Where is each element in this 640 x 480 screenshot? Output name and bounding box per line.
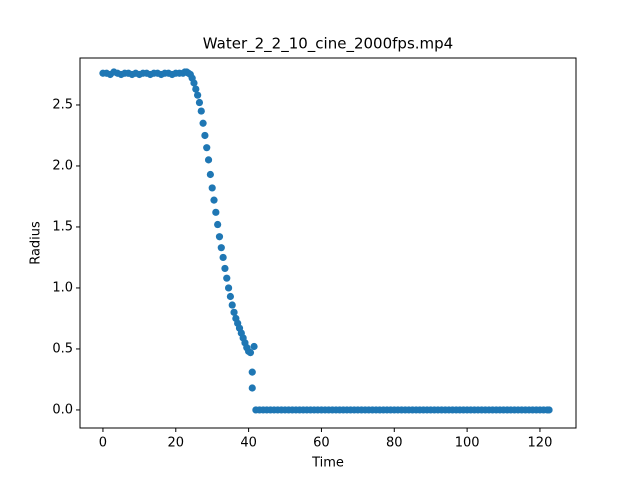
scatter-point [214, 220, 222, 229]
y-tick-label: 2.0 [52, 158, 73, 173]
scatter-point [248, 384, 256, 392]
x-tick-label: 120 [528, 436, 553, 451]
scatter-point [201, 131, 209, 140]
scatter-point [230, 308, 238, 316]
scatter-point [204, 156, 213, 164]
scatter-point [195, 98, 204, 107]
x-tick-label: 60 [313, 436, 330, 451]
scatter-point [210, 196, 218, 204]
scatter-point [199, 119, 207, 127]
axes-frame [79, 57, 577, 429]
scatter-point [250, 342, 258, 351]
scatter-point [246, 349, 255, 357]
scatter-point [228, 301, 236, 309]
x-tick-label: 0 [99, 436, 107, 451]
scatter-point [206, 170, 214, 179]
x-tick-label: 20 [168, 436, 185, 451]
y-tick-label: 0.0 [52, 402, 73, 417]
scatter-point [197, 107, 205, 115]
scatter-point [192, 85, 200, 93]
y-tick-label: 1.5 [52, 219, 73, 234]
scatter-point [221, 264, 229, 273]
scatter-point [203, 144, 211, 152]
y-tick-label: 1.0 [52, 280, 73, 295]
x-tick-label: 80 [386, 436, 403, 451]
x-tick-label: 40 [240, 436, 257, 451]
scatter-point [224, 284, 233, 292]
x-tick-label: 100 [455, 436, 480, 451]
chart-title: Water_2_2_10_cine_2000fps.mp4 [203, 35, 453, 54]
scatter-point [215, 233, 224, 241]
scatter-point [545, 406, 553, 414]
y-tick-label: 0.5 [52, 341, 73, 356]
scatter-point [223, 274, 231, 282]
scatter-point [190, 79, 198, 87]
x-axis-label: Time [311, 456, 344, 471]
scatter-point [194, 91, 202, 99]
scatter-point [208, 184, 216, 192]
y-axis-label: Radius [29, 221, 44, 265]
scatter-point [226, 292, 235, 301]
y-tick-label: 2.5 [52, 97, 73, 112]
scatter-point [217, 244, 225, 252]
scatter-point [212, 208, 220, 216]
scatter-point [219, 253, 227, 262]
plot-area [99, 68, 553, 414]
scatter-point [248, 368, 256, 376]
